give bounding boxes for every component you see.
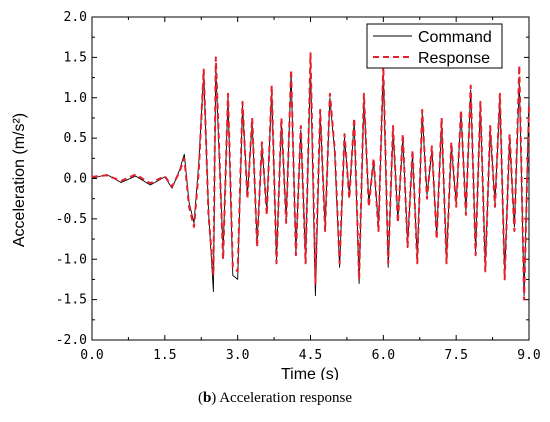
x-tick-label: 4.5 — [299, 348, 322, 363]
y-tick-label: 1.0 — [64, 91, 87, 106]
x-tick-label: 6.0 — [372, 348, 395, 363]
series-lines — [91, 52, 530, 301]
caption-text: Acceleration response — [219, 390, 353, 406]
y-tick-label: -1.0 — [56, 252, 87, 267]
caption-label: b — [202, 390, 212, 406]
x-tick-label: 7.5 — [444, 348, 467, 363]
legend-response-label: Response — [418, 50, 490, 67]
y-tick-label: -1.5 — [56, 293, 87, 308]
y-tick-label: 0.0 — [64, 172, 87, 187]
figure-caption: (b) Acceleration response — [197, 390, 353, 406]
y-tick-label: -2.0 — [56, 333, 87, 348]
acceleration-chart: 0.0 1.5 3.0 4.5 6.0 7.5 9.0 -2.0 -1.5 -1.0 -0.5 0.0… — [11, 10, 541, 380]
y-tick-label: 0.5 — [64, 131, 87, 146]
y-axis-label: Acceleration (m/s²) — [11, 113, 28, 247]
x-tick-label: 3.0 — [226, 348, 249, 363]
legend: Command Response — [366, 23, 503, 69]
x-tick-label: 0.0 — [80, 348, 103, 363]
x-tick-label: 9.0 — [517, 348, 540, 363]
legend-command-label: Command — [418, 29, 492, 46]
legend-box — [366, 23, 503, 69]
y-tick-label: 2.0 — [64, 10, 87, 25]
tick-labels: 0.0 1.5 3.0 4.5 6.0 7.5 9.0 -2.0 -1.5 -1.0 -0.5 0.0… — [56, 10, 541, 363]
y-tick-label: 1.5 — [64, 50, 87, 65]
x-tick-label: 1.5 — [153, 348, 176, 363]
series-response-line — [91, 52, 530, 301]
tick-marks — [91, 16, 530, 341]
x-axis-label: Time (s) — [281, 366, 339, 380]
y-tick-label: -0.5 — [56, 212, 87, 227]
